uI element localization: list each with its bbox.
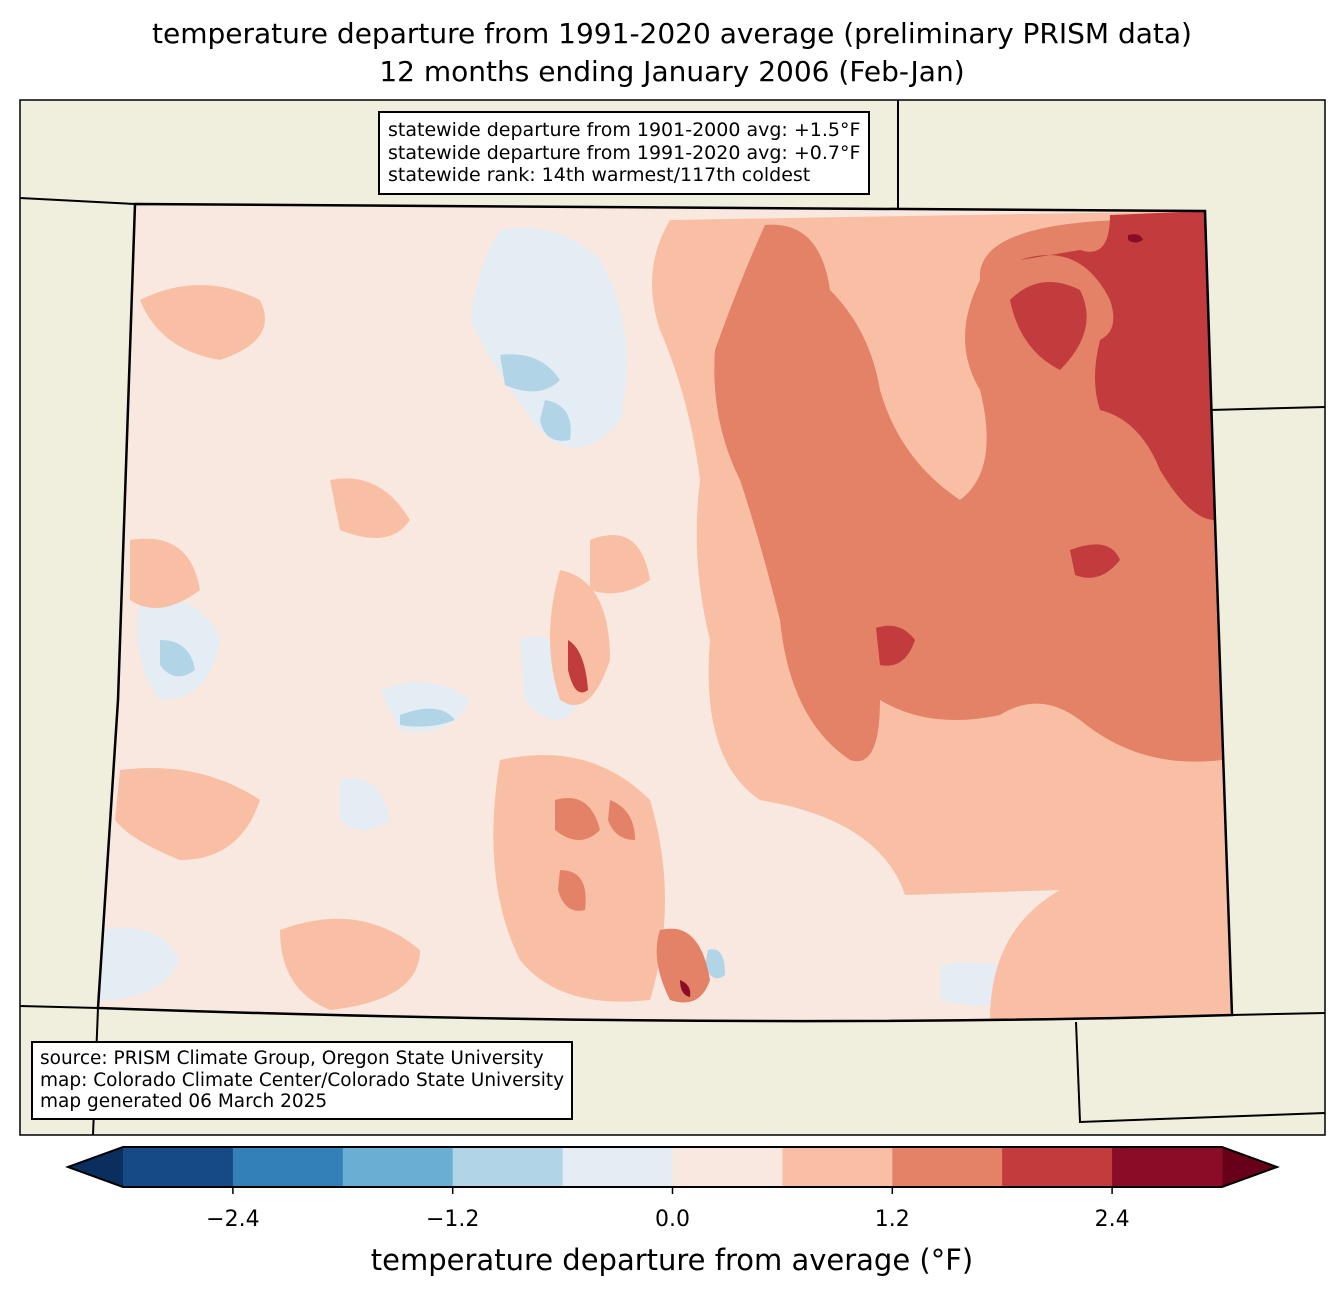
- colorbar-tick-label: 0.0: [655, 1207, 690, 1232]
- stat-departure-1991-2020: statewide departure from 1991-2020 avg: …: [388, 141, 861, 164]
- colorbar-bin: [892, 1147, 1003, 1187]
- neighbor-state-borders: [19, 100, 1326, 1136]
- colorado-state-border: [96, 202, 1234, 1023]
- colorbar-bin: [782, 1147, 893, 1187]
- colorbar: [65, 1146, 1280, 1194]
- colorbar-bin: [672, 1147, 783, 1187]
- stat-departure-1901-2000: statewide departure from 1901-2000 avg: …: [388, 119, 861, 141]
- colorbar-over-arrow: [1222, 1147, 1277, 1187]
- bin-1.2-1.8: [555, 211, 1222, 1003]
- colorbar-tick-label: −1.2: [425, 1207, 480, 1232]
- colorado-departure-field: [98, 204, 1232, 1022]
- stat-rank: statewide rank: 14th warmest/117th colde…: [388, 164, 811, 186]
- source-box: source: PRISM Climate Group, Oregon Stat…: [31, 1041, 574, 1120]
- colorbar-bin: [1002, 1147, 1113, 1187]
- bin-2.4-3.0: [680, 234, 1143, 997]
- colorbar-bin: [232, 1147, 344, 1187]
- colorbar-bin: [452, 1147, 564, 1187]
- colorbar-tick-label: −2.4: [206, 1207, 260, 1232]
- statewide-stats-box: statewide departure from 1901-2000 avg: …: [378, 111, 871, 195]
- colorbar-bin: [342, 1147, 454, 1187]
- colorbar-tick-label: 2.4: [1094, 1207, 1130, 1232]
- colorbar-bin: [1112, 1147, 1223, 1187]
- map-title-line2: 12 months ending January 2006 (Feb-Jan): [379, 55, 965, 88]
- colorbar-bin: [123, 1147, 234, 1187]
- colorbar-outline: [65, 1146, 1280, 1188]
- generated-date-line: map generated 06 March 2025: [40, 1091, 328, 1112]
- source-line: source: PRISM Climate Group, Oregon Stat…: [40, 1048, 544, 1069]
- colorbar-bin: [562, 1147, 673, 1187]
- colorbar-label: temperature departure from average (°F): [370, 1243, 974, 1277]
- map-title-line1: temperature departure from 1991-2020 ave…: [152, 17, 1192, 50]
- colorbar-under-arrow: [68, 1147, 123, 1187]
- colorbar-tick-label: 1.2: [874, 1207, 910, 1232]
- bin-1.8-2.4: [568, 211, 1215, 693]
- map-credit-line: map: Colorado Climate Center/Colorado St…: [40, 1069, 565, 1091]
